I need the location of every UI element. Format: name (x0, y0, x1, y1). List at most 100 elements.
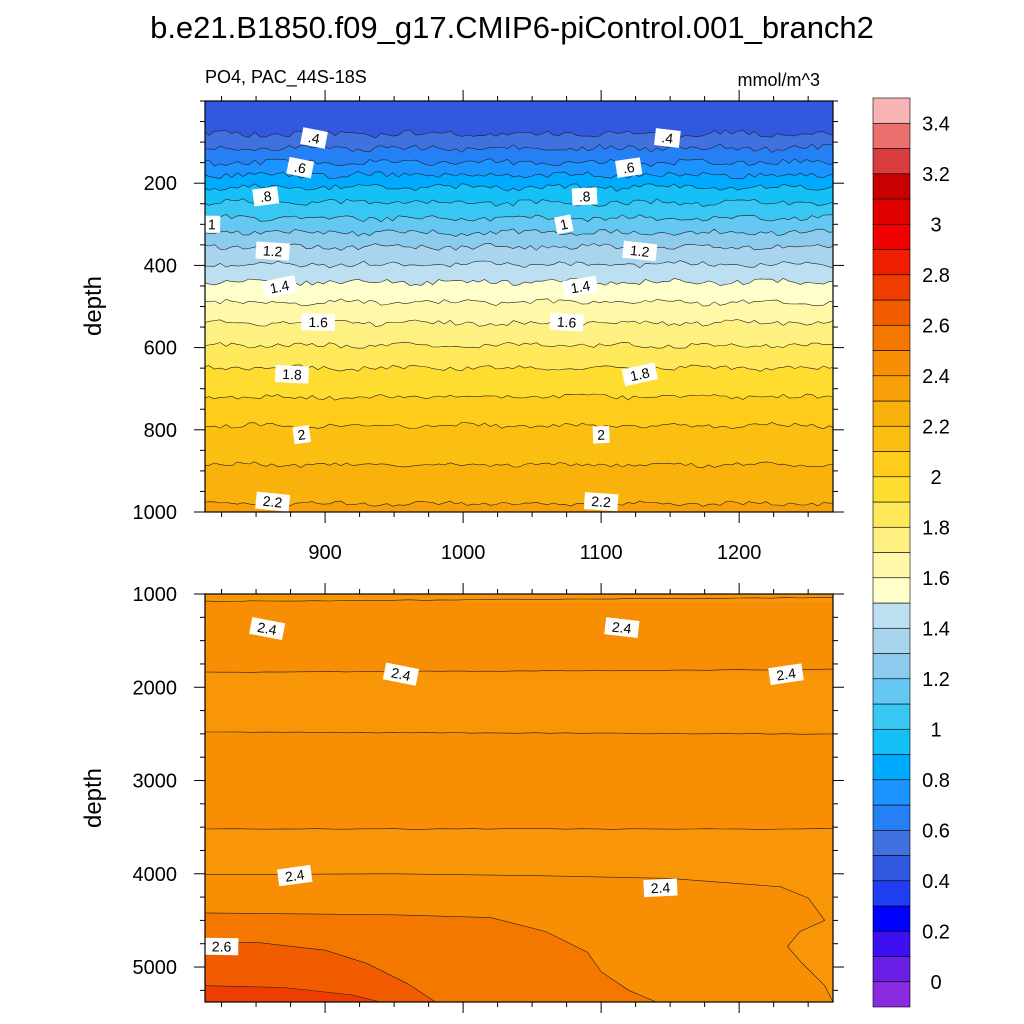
upper-contour-line-8 (205, 183, 833, 192)
chart-title: b.e21.B1850.f09_g17.CMIP6-piControl.001_… (150, 10, 874, 45)
colorbar-swatch (872, 956, 911, 983)
colorbar-swatch (872, 299, 911, 326)
colorbar-label: 0 (930, 972, 941, 994)
contour-label-text: 1 (208, 216, 216, 232)
lower-contour-line-8 (205, 985, 381, 1002)
upper-y-tick-label: 800 (144, 420, 177, 442)
colorbar-label: 1.6 (922, 568, 950, 590)
contour-label-text: 1 (558, 216, 569, 233)
lower-y-tick-label: 3000 (133, 771, 178, 793)
contour-label-box (583, 492, 619, 512)
contour-label-box (261, 275, 298, 299)
lower-contour-label-4: 2.4 (277, 864, 313, 887)
colorbar-swatch (872, 703, 911, 730)
colorbar-label: 2.8 (922, 265, 950, 287)
upper-contour-line-13 (205, 260, 833, 269)
contour-label-box (571, 187, 598, 206)
upper-contour-line-22 (205, 500, 833, 507)
contour-label-text: 2 (297, 426, 307, 443)
upper-contour-label-17: 2 (592, 425, 610, 444)
lower-contour-label-2: 2.4 (382, 662, 420, 686)
colorbar-swatch (872, 804, 911, 831)
upper-contour-label-4: .8 (252, 186, 280, 207)
lower-contour-line-1 (205, 596, 833, 602)
upper-contour-label-16: 2 (292, 425, 311, 445)
contour-label-box (562, 275, 599, 298)
colorbar-swatch (872, 223, 911, 250)
contour-label-text: 2.4 (284, 866, 306, 885)
contour-label-box (277, 864, 313, 887)
colorbar-swatch (872, 425, 911, 452)
contour-label-text: 2.4 (650, 879, 670, 896)
contour-label-text: 1.4 (268, 277, 291, 297)
contour-label-box (615, 157, 643, 178)
contour-label-box (249, 616, 286, 641)
variable-label: PO4, PAC_44S-18S (205, 67, 367, 88)
colorbar-swatch (872, 375, 911, 402)
contour-label-text: 2.4 (390, 664, 412, 684)
lower-y-tick-label: 2000 (133, 677, 178, 699)
colorbar-swatch (872, 324, 911, 351)
contour-label-box (621, 362, 658, 387)
lower-y-tick-label: 1000 (133, 584, 178, 606)
contour-label-text: 2.6 (212, 938, 232, 954)
upper-y-tick-label: 600 (144, 338, 177, 360)
upper-y-axis-label: depth (80, 276, 107, 336)
lower-contour-label-6: 2.6 (204, 937, 239, 956)
upper-band-18 (205, 501, 833, 512)
upper-contour-label-18: 2.2 (255, 491, 291, 512)
upper-contour-line-9 (205, 198, 833, 208)
colorbar-label: 3.4 (922, 113, 950, 135)
colorbar-swatch (872, 526, 911, 553)
colorbar-swatch (872, 829, 911, 856)
colorbar-swatch (872, 627, 911, 654)
contour-label-box (654, 128, 681, 148)
colorbar-swatch (872, 148, 911, 175)
contour-label-box (768, 663, 804, 686)
contour-label-box (301, 313, 336, 332)
upper-contour-label-9: 1.2 (622, 240, 658, 262)
upper-contour-label-6: 1 (203, 215, 221, 233)
contour-label-box (255, 241, 290, 261)
colorbar-label: 0.4 (922, 871, 950, 893)
lower-contour-line-4 (205, 828, 833, 830)
lower-band-deepest (205, 985, 381, 1002)
contour-label-box (274, 365, 310, 384)
contour-label-text: 2.4 (611, 619, 632, 637)
colorbar-swatch (872, 122, 911, 149)
colorbar-label: 2.6 (922, 315, 950, 337)
contour-label-box (604, 617, 640, 638)
colorbar-swatch (872, 728, 911, 755)
colorbar-swatch (872, 249, 911, 276)
upper-contour-label-19: 2.2 (583, 492, 619, 512)
lower-contour-label-5: 2.4 (643, 878, 678, 898)
upper-band-17 (205, 461, 833, 512)
lower-contour-line-7 (205, 941, 436, 1002)
contour-label-box (622, 240, 658, 262)
colorbar-swatch (872, 905, 911, 932)
colorbar-label: 3 (930, 214, 941, 236)
upper-contour-line-19 (205, 393, 833, 401)
colorbar-label: 1 (930, 719, 941, 741)
colorbar-label: 0.8 (922, 770, 950, 792)
upper-contour-label-14: 1.8 (274, 365, 310, 384)
upper-contour-line-11 (205, 228, 833, 237)
contour-label-text: 1.4 (569, 277, 591, 296)
colorbar-swatch (872, 400, 911, 427)
contour-label-box (252, 186, 280, 207)
colorbar-swatch (872, 653, 911, 680)
colorbar-swatch (872, 602, 911, 629)
lower-contour-line-3 (205, 731, 833, 735)
contour-label-box (255, 491, 291, 512)
colorbar-label: 1.8 (922, 517, 950, 539)
lower-contour-label-0: 2.4 (249, 616, 286, 641)
contour-label-text: .6 (293, 159, 308, 177)
contour-label-text: 1.6 (556, 314, 577, 331)
upper-contour-label-11: 1.4 (562, 275, 599, 298)
colorbar-label: 0.2 (922, 921, 950, 943)
colorbar-label: 3.2 (922, 164, 950, 186)
colorbar-swatch (872, 981, 911, 1008)
upper-y-tick-label: 400 (144, 255, 177, 277)
upper-x-tick-label: 1100 (580, 542, 623, 564)
upper-contour-label-1: .4 (654, 128, 681, 148)
